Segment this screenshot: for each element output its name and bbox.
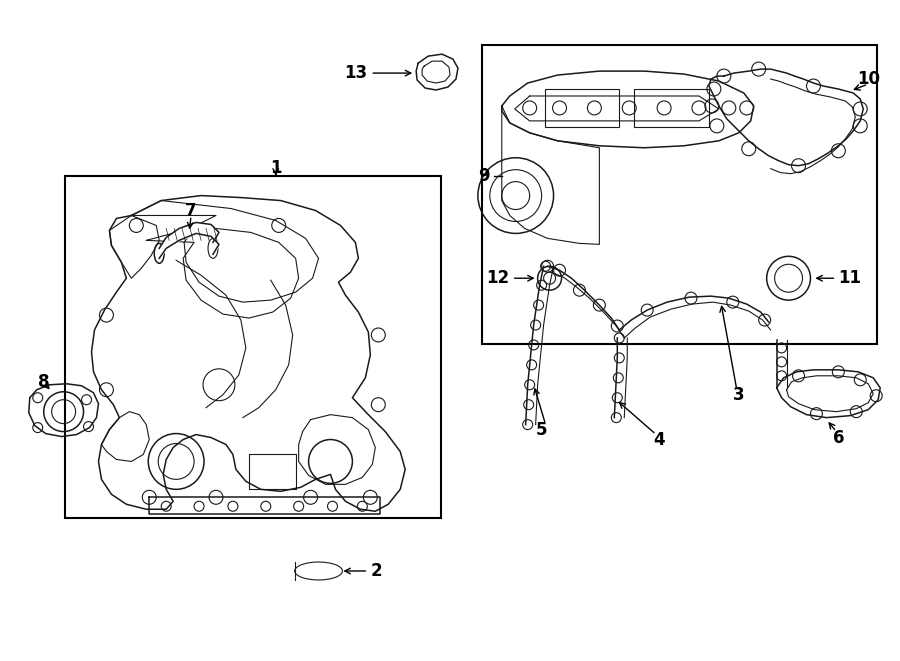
Text: 8: 8 [38,373,50,391]
Text: 4: 4 [653,430,665,449]
Text: 6: 6 [832,428,844,447]
Text: 3: 3 [733,386,744,404]
Text: 10: 10 [857,70,879,88]
Text: 7: 7 [185,202,197,219]
Text: 2: 2 [370,562,382,580]
Text: 11: 11 [839,269,861,288]
Text: 5: 5 [536,420,547,439]
Text: 13: 13 [344,64,367,82]
Text: 12: 12 [487,269,509,288]
Text: 9: 9 [478,167,490,184]
Text: 1: 1 [270,159,282,176]
